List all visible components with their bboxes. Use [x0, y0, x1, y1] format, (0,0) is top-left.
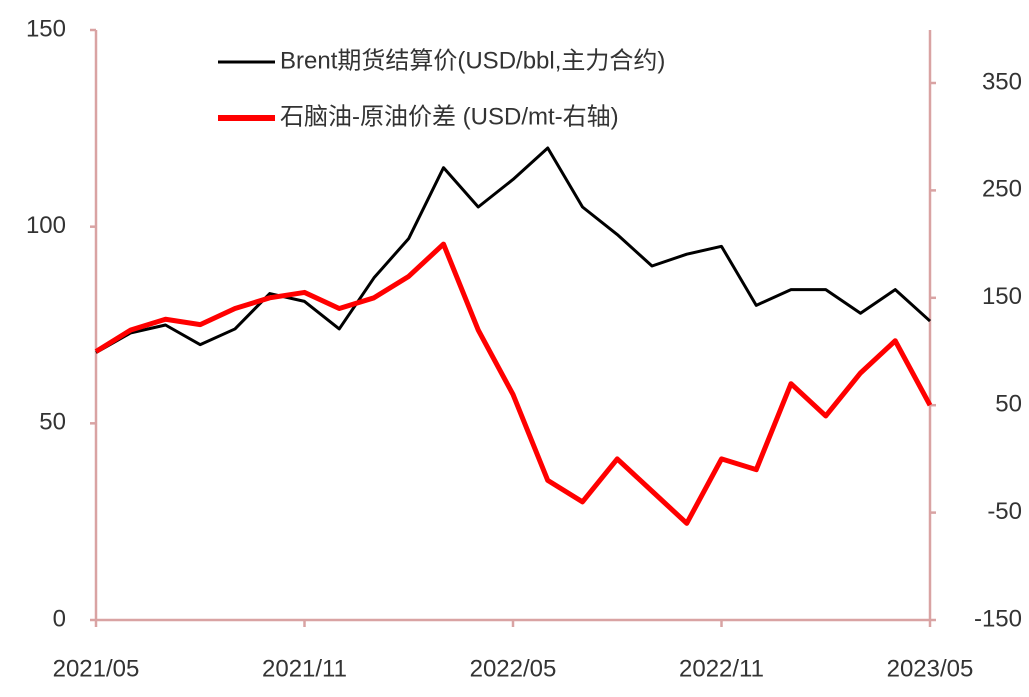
- y2-tick-label: -50: [987, 498, 1022, 525]
- y-tick-label: 50: [39, 409, 66, 436]
- y-tick-label: 150: [26, 15, 66, 42]
- y2-tick-label: 150: [982, 283, 1022, 310]
- x-tick-label: 2022/11: [679, 655, 764, 682]
- series-line: [95, 146, 932, 354]
- legend-label: 石脑油-原油价差 (USD/mt-右轴): [280, 103, 619, 130]
- y2-tick-label: 350: [982, 68, 1022, 95]
- y-tick-label: 100: [26, 212, 66, 239]
- y2-tick-label: 250: [982, 176, 1022, 203]
- y2-tick-label: -150: [974, 605, 1022, 632]
- x-tick-label: 2022/05: [470, 655, 557, 682]
- series-line: [94, 241, 933, 526]
- y2-tick-label: 50: [995, 391, 1022, 418]
- x-tick-label: 2021/05: [53, 655, 140, 682]
- y-tick-label: 0: [53, 605, 66, 632]
- legend-label: Brent期货结算价(USD/bbl,主力合约): [280, 47, 665, 74]
- x-tick-label: 2023/05: [887, 655, 974, 682]
- x-tick-label: 2021/11: [262, 655, 347, 682]
